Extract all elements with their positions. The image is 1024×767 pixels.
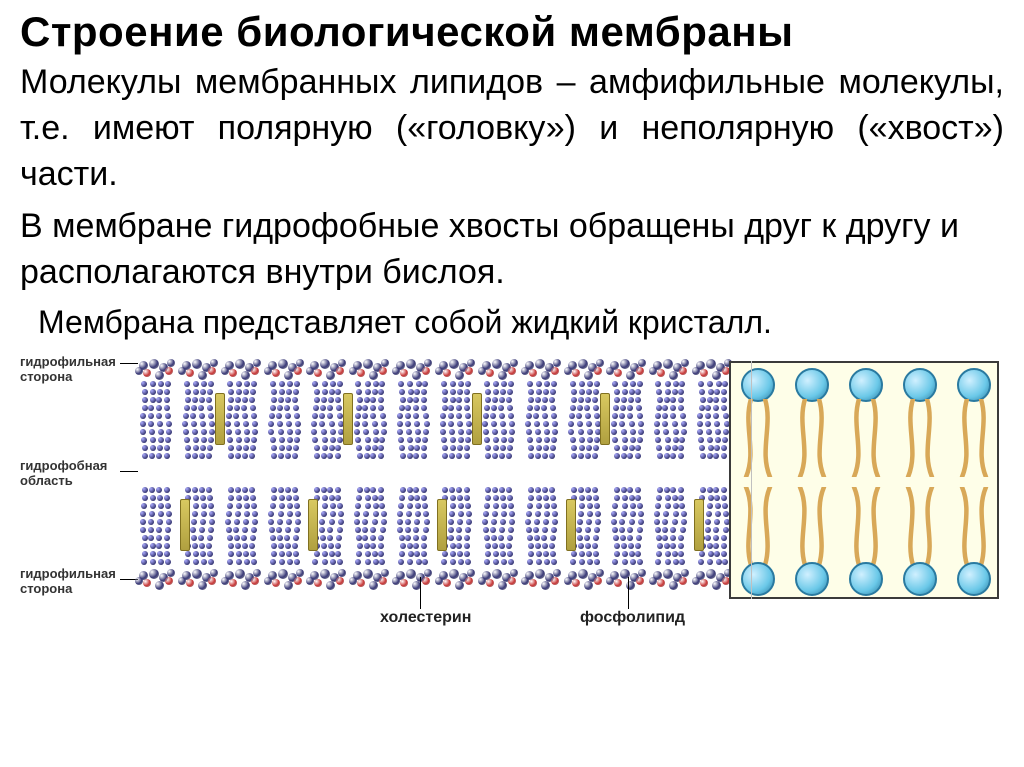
label-hydrophilic-bottom: гидрофильная сторона	[20, 567, 130, 597]
label-hydrophilic-top: гидрофильная сторона	[20, 355, 130, 385]
membrane-3d-render	[135, 357, 735, 607]
left-label-group: гидрофильная сторона гидрофобная область…	[20, 351, 130, 631]
separator-line	[751, 361, 752, 599]
page-title: Строение биологической мембраны	[20, 8, 1004, 56]
label-hydrophobic-mid: гидрофобная область	[20, 459, 130, 489]
label-phospholipid: фосфолипид	[580, 609, 685, 627]
membrane-diagram: гидрофильная сторона гидрофобная область…	[20, 351, 1004, 631]
paragraph-bilayer: В мембране гидрофобные хвосты обращены д…	[20, 204, 1004, 296]
paragraph-amphiphilic: Молекулы мембранных липидов – амфифильны…	[20, 60, 1004, 198]
membrane-schematic	[729, 361, 999, 599]
label-cholesterol: холестерин	[380, 609, 471, 627]
paragraph-liquid-crystal: Мембрана представляет собой жидкий крист…	[20, 301, 1004, 344]
